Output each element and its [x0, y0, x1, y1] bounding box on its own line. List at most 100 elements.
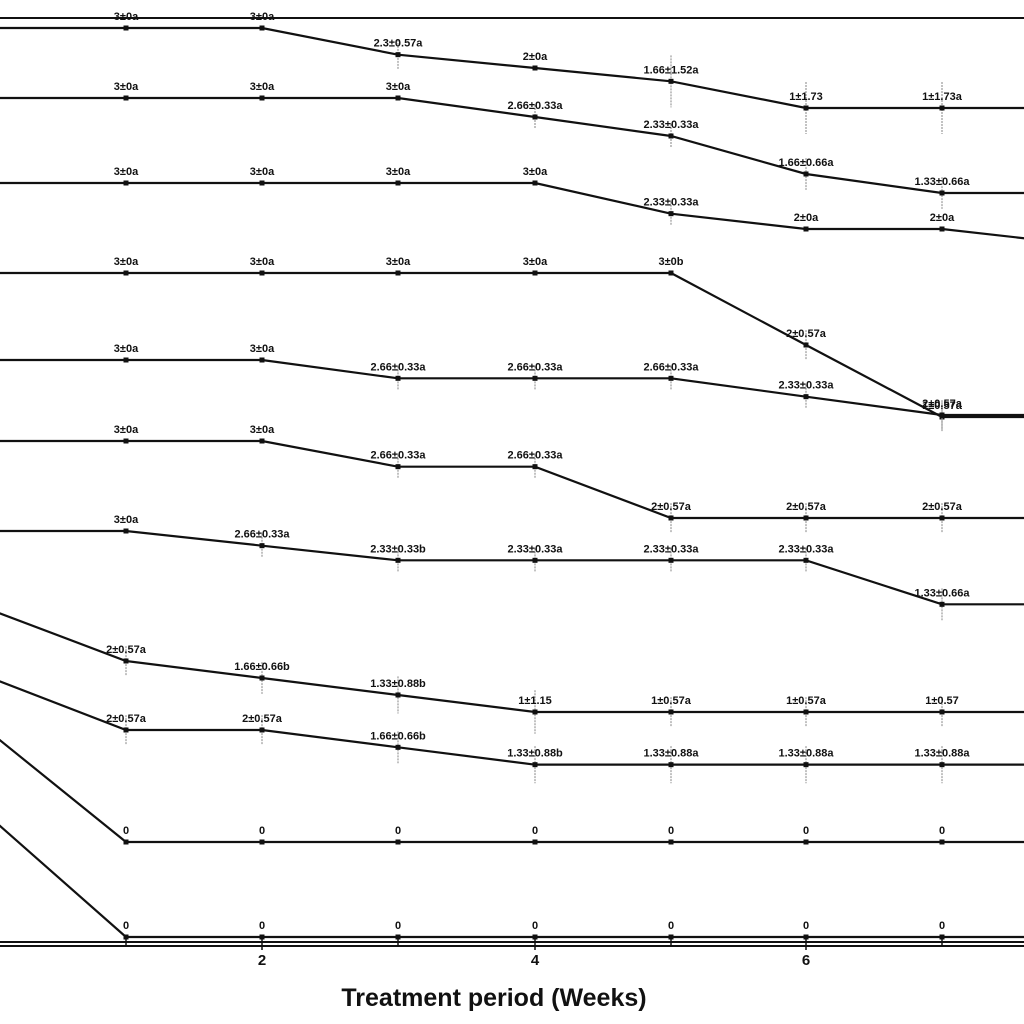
data-point	[259, 839, 265, 845]
data-point	[395, 270, 401, 276]
data-point	[803, 839, 809, 845]
data-label: 1.33±0.88b	[370, 678, 426, 690]
data-label: 2±0.57a	[106, 713, 147, 725]
data-point	[395, 744, 401, 750]
data-label: 2.66±0.33a	[508, 450, 564, 462]
data-point	[668, 515, 674, 521]
data-point	[395, 375, 401, 381]
data-point	[395, 692, 401, 698]
data-label: 0	[395, 920, 401, 932]
data-label: 1.66±0.66b	[234, 661, 290, 673]
series-7: 3±0a 2.66±0.33a 2.33±0.33b 2.33±0.33a 2.33±0…	[0, 514, 1024, 621]
data-point	[803, 394, 809, 400]
data-label: 2.33±0.33a	[779, 380, 835, 392]
series-layer: 3±0a 3±0a 2.3±0.57a 2±0a 1.66±1.52a 1±1.73 1±1…	[0, 11, 1024, 940]
series-3: 3±0a 3±0a 3±0a 3±0a 2.33±0.33a 2±0a 2±0a	[0, 166, 1024, 240]
x-tick-layer: 2 4 6	[125, 937, 943, 969]
data-label: 1±0.57a	[922, 400, 963, 412]
data-point	[532, 375, 538, 381]
data-point	[395, 557, 401, 563]
data-point	[668, 709, 674, 715]
series-line	[0, 181, 1024, 240]
data-label: 2±0a	[794, 212, 819, 224]
data-label: 1±1.15	[518, 695, 552, 707]
data-point	[803, 557, 809, 563]
data-point	[668, 375, 674, 381]
data-label: 0	[939, 825, 945, 837]
data-label: 0	[939, 920, 945, 932]
data-label: 2.66±0.33a	[508, 361, 564, 373]
x-tick-label: 2	[258, 952, 266, 969]
data-label: 3±0a	[250, 256, 275, 268]
data-label: 1.33±0.88a	[915, 748, 971, 760]
data-point	[668, 557, 674, 563]
series-10: 0 0 0 0 0 0 0	[0, 738, 1024, 845]
data-point	[259, 357, 265, 363]
data-label: 0	[803, 920, 809, 932]
data-label: 2±0.57a	[651, 501, 692, 513]
data-point	[259, 180, 265, 186]
data-label: 2±0.57a	[106, 644, 147, 656]
data-label: 1.33±0.88a	[779, 748, 835, 760]
data-point	[939, 839, 945, 845]
data-label: 0	[668, 920, 674, 932]
data-label: 2.66±0.33a	[508, 100, 564, 112]
data-label: 3±0a	[114, 514, 139, 526]
data-label: 1±1.73a	[922, 91, 963, 103]
data-label: 3±0b	[659, 256, 684, 268]
data-point	[123, 270, 129, 276]
data-label: 1±0.57	[925, 695, 959, 707]
data-label: 3±0a	[114, 343, 139, 355]
series-11: 0 0 0 0 0 0 0	[0, 824, 1024, 940]
data-point	[668, 270, 674, 276]
x-tick-label: 4	[531, 952, 540, 969]
data-point	[123, 180, 129, 186]
x-axis-label: Treatment period (Weeks)	[341, 984, 646, 1012]
data-point	[803, 342, 809, 348]
data-point	[939, 105, 945, 111]
data-point	[259, 543, 265, 549]
data-label: 2.66±0.33a	[235, 529, 291, 541]
series-2: 3±0a 3±0a 3±0a 2.66±0.33a 2.33±0.33a 1.66±0.6…	[0, 81, 1024, 209]
data-point	[532, 65, 538, 71]
data-label: 0	[803, 825, 809, 837]
data-label: 2±0.57a	[786, 501, 827, 513]
data-point	[532, 709, 538, 715]
data-point	[259, 675, 265, 681]
data-point	[395, 464, 401, 470]
series-9: 2±0.57a 2±0.57a 1.66±0.66b 1.33±0.88b 1.33±0…	[0, 680, 1024, 784]
data-label: 0	[123, 825, 129, 837]
data-label: 2.66±0.33a	[644, 361, 700, 373]
data-point	[395, 95, 401, 101]
data-point	[123, 357, 129, 363]
data-point	[259, 25, 265, 31]
data-label: 1.66±0.66a	[779, 157, 835, 169]
data-label: 0	[395, 825, 401, 837]
data-point	[803, 105, 809, 111]
data-label: 3±0a	[386, 256, 411, 268]
data-label: 2.33±0.33a	[644, 543, 700, 555]
data-point	[123, 438, 129, 444]
data-point	[803, 171, 809, 177]
data-label: 1.33±0.66a	[915, 176, 971, 188]
data-point	[939, 515, 945, 521]
data-label: 2±0.57a	[786, 328, 827, 340]
series-1: 3±0a 3±0a 2.3±0.57a 2±0a 1.66±1.52a 1±1.73 1±1…	[0, 11, 1024, 134]
series-line	[0, 612, 1024, 714]
series-line	[0, 26, 1024, 110]
data-label: 1±0.57a	[786, 695, 827, 707]
data-label: 1.66±0.66b	[370, 730, 426, 742]
data-point	[668, 133, 674, 139]
data-point	[123, 95, 129, 101]
data-label: 0	[532, 825, 538, 837]
series-line	[0, 824, 1024, 939]
data-label: 2.66±0.33a	[371, 361, 427, 373]
series-line	[0, 96, 1024, 195]
data-label: 2.33±0.33a	[508, 543, 564, 555]
data-point	[532, 839, 538, 845]
data-point	[668, 839, 674, 845]
data-point	[939, 762, 945, 768]
data-label: 2.3±0.57a	[374, 38, 424, 50]
